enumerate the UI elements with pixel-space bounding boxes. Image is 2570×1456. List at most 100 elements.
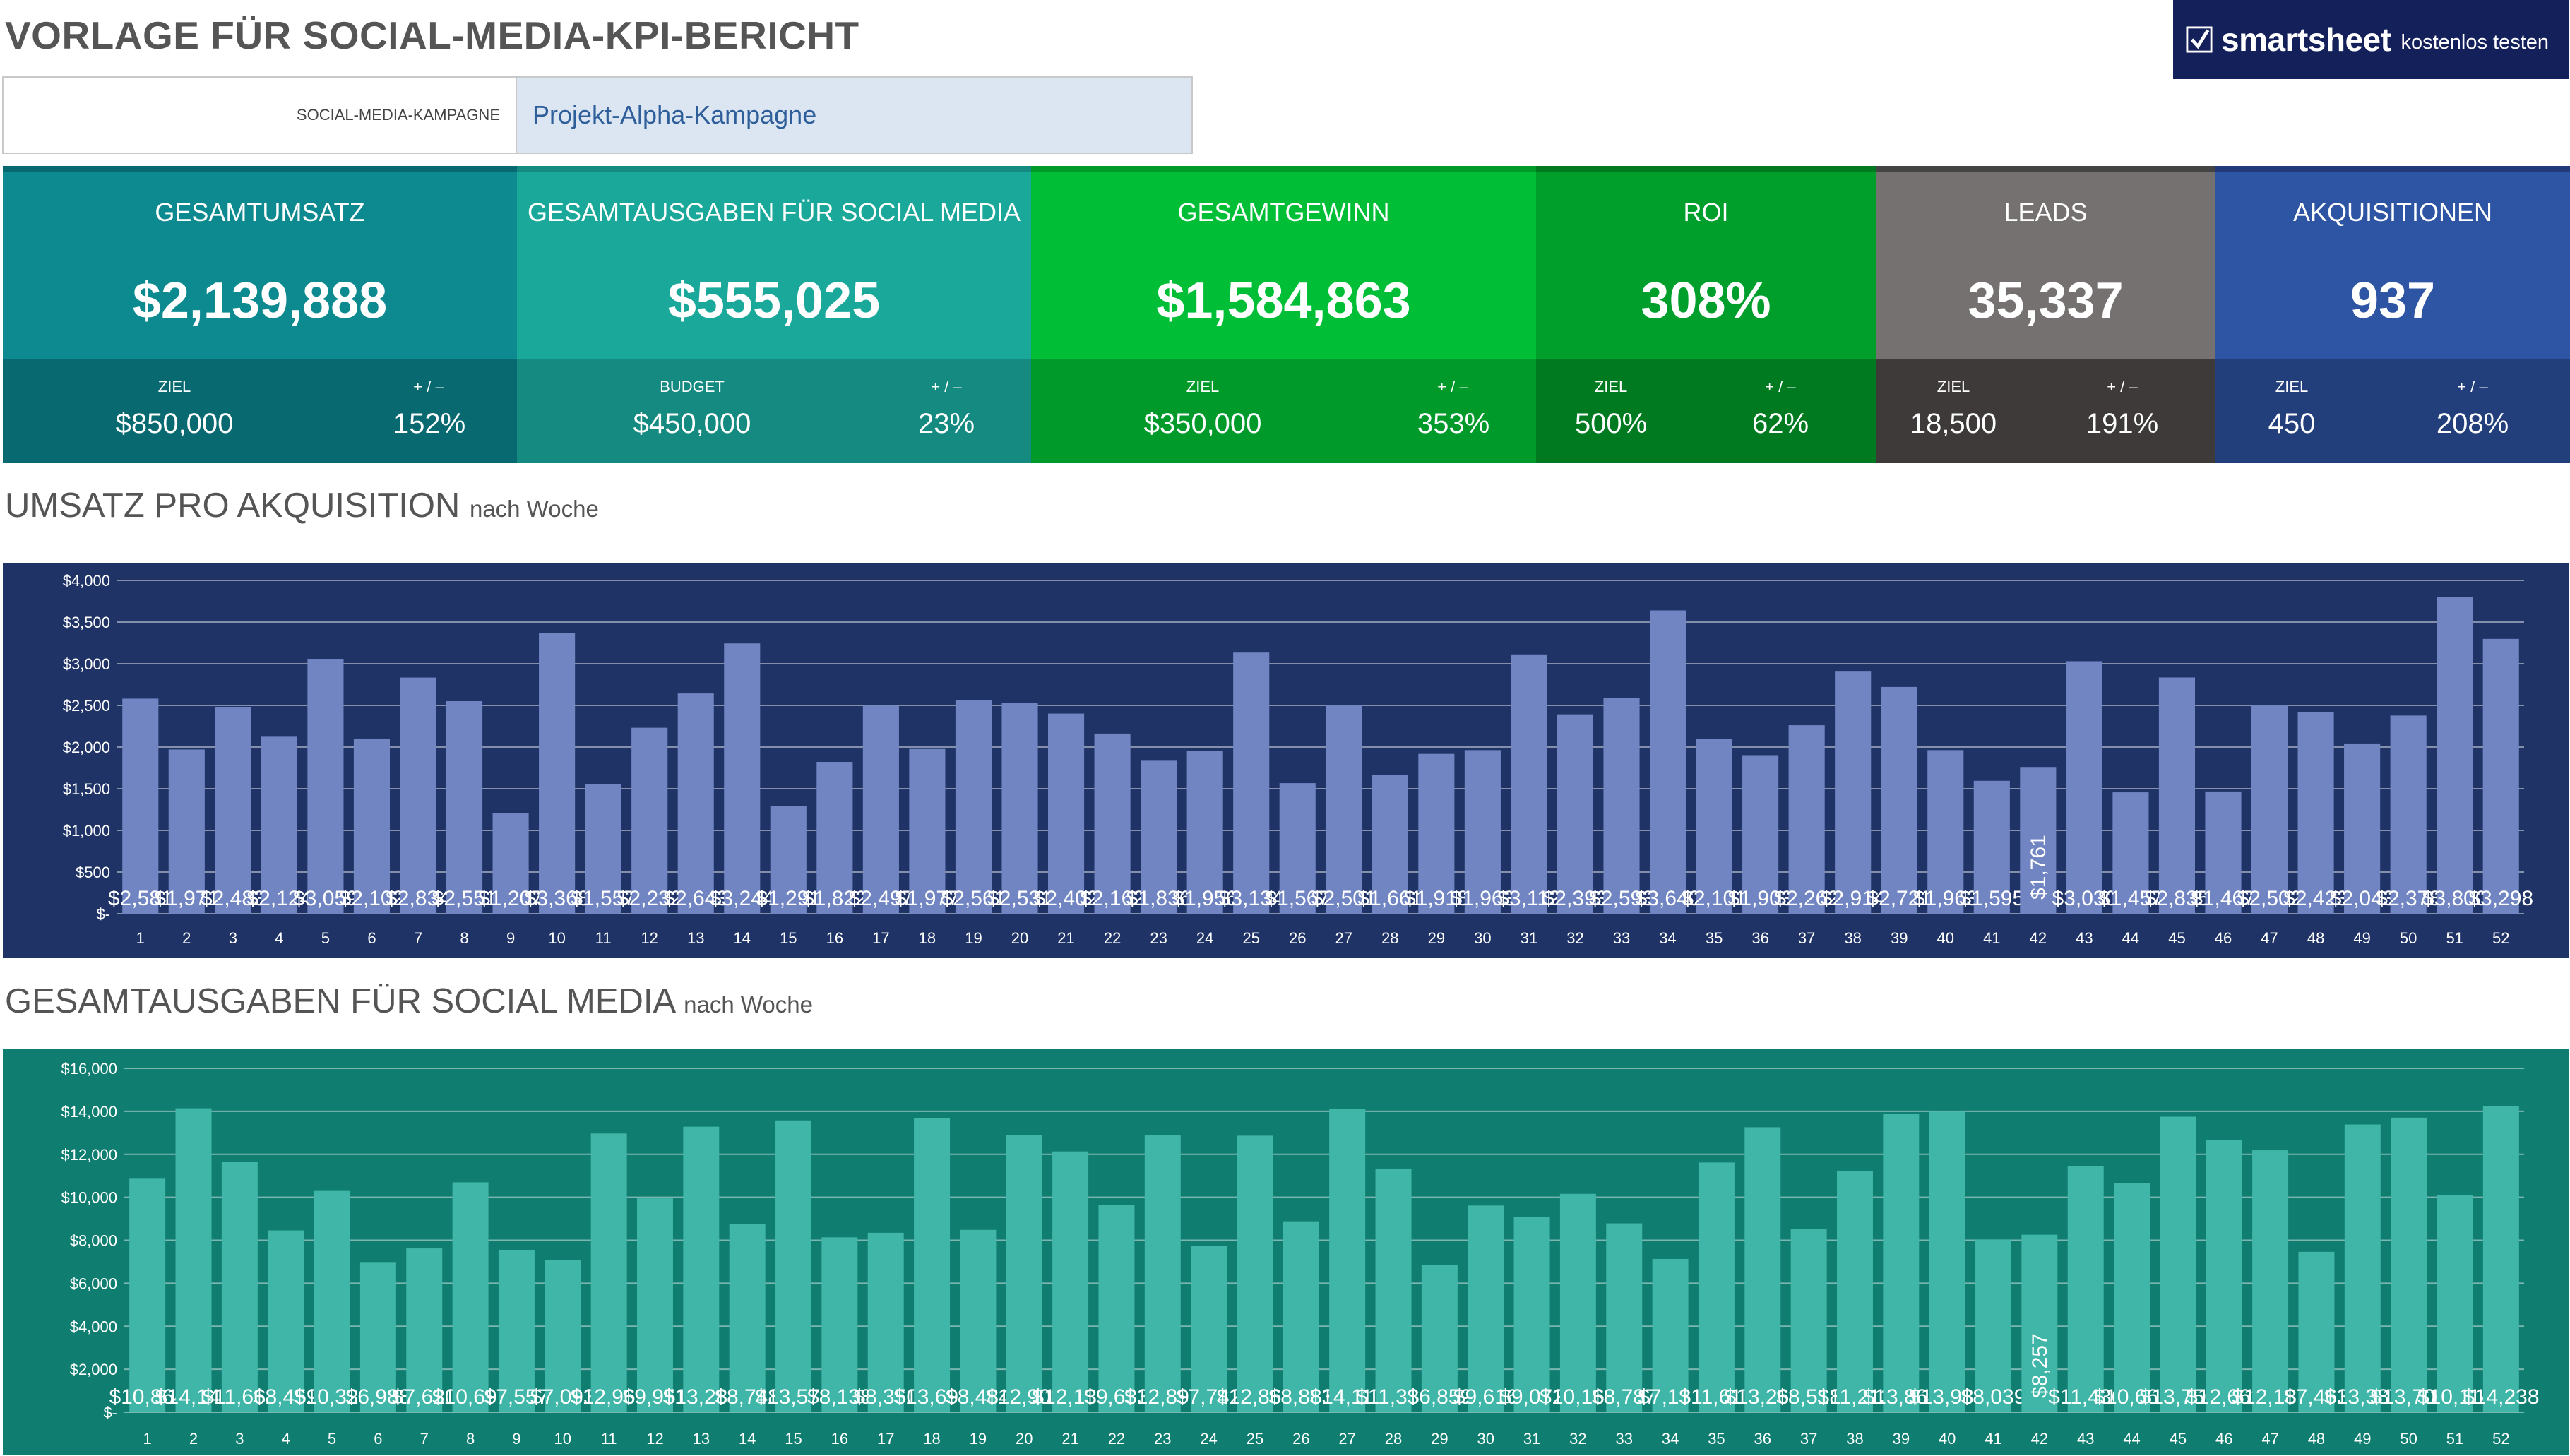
y-tick-label: $2,500 [63,697,110,715]
bar [2205,791,2242,914]
data-label: $6,988 [346,1385,411,1409]
kpi-target-label: ZIEL [157,378,191,395]
data-label: $14,141 [155,1385,232,1409]
kpi-target-label: ZIEL [1594,378,1628,395]
bar [724,643,761,914]
data-label: $12,866 [1217,1385,1293,1409]
bar [2252,1150,2289,1412]
data-label: $1,971 [154,887,219,910]
x-tick-label: 46 [2215,929,2232,947]
bar [914,1118,951,1412]
data-label: $13,750 [2140,1385,2216,1409]
data-label: $2,561 [941,887,1006,910]
data-label: $12,897 [1124,1385,1201,1409]
data-label: $3,368 [525,887,590,910]
y-tick-label: $1,000 [63,822,110,840]
logo-cta: kostenlos testen [2401,30,2550,54]
x-tick-label: 14 [739,1430,756,1448]
y-tick-label: $4,000 [70,1318,117,1335]
x-tick-label: 47 [2261,929,2278,947]
bar [1464,750,1501,914]
x-tick-label: 12 [641,929,658,947]
smartsheet-logo-button[interactable]: smartsheet kostenlos testen [2173,0,2569,79]
bar [2482,638,2519,914]
bar [867,1232,904,1412]
x-tick-label: 51 [2446,929,2463,947]
bar [816,762,853,914]
bar [1744,1127,1781,1412]
kpi-top: GESAMTAUSGABEN FÜR SOCIAL MEDIA $555,025 [517,166,1031,359]
bar [770,806,807,914]
bar [1927,750,1964,914]
data-label: $14,238 [2463,1385,2539,1409]
kpi-target-label: ZIEL [1937,378,1970,395]
data-label: $2,914 [1821,887,1886,910]
bar [2391,1117,2427,1412]
bar [1698,1162,1735,1412]
x-tick-label: 44 [2123,1430,2140,1448]
y-tick-label: $3,500 [63,614,110,631]
kpi-delta-label: + / – [931,378,962,395]
bar [452,1182,489,1412]
x-tick-label: 44 [2122,929,2139,947]
kpi-bottom: ZIEL 450 + / – 208% [2215,359,2570,463]
kpi-top: AKQUISITIONEN 937 [2215,166,2570,359]
data-label: $1,963 [1451,887,1516,910]
kpi-bottom: ZIEL 500% + / – 62% [1536,359,1876,463]
data-label: $2,551 [432,887,497,910]
bar [359,1262,396,1412]
x-tick-label: 9 [512,1430,520,1448]
x-tick-label: 11 [595,929,612,947]
data-label: $9,633 [1084,1385,1149,1409]
page-title: VORLAGE FÜR SOCIAL-MEDIA-KPI-BERICHT [5,13,859,57]
data-label: $11,436 [2048,1385,2123,1409]
bar [1603,698,1640,914]
data-label: $2,501 [1311,887,1376,910]
smartsheet-check-icon [2186,26,2213,53]
y-tick-label: $14,000 [61,1103,117,1121]
bar [221,1162,258,1412]
bar [2160,1116,2196,1412]
x-tick-label: 5 [321,929,330,947]
x-tick-label: 52 [2492,1430,2509,1448]
x-tick-label: 41 [1983,929,2000,947]
data-label: $10,329 [294,1385,370,1409]
data-label: $7,131 [1638,1385,1703,1409]
x-tick-label: 40 [1937,929,1954,947]
bar [1557,714,1594,914]
x-tick-label: 6 [367,929,376,947]
data-label: $8,459 [254,1385,319,1409]
x-tick-label: 26 [1289,929,1306,947]
bar [2251,705,2288,914]
data-label: $9,951 [623,1385,688,1409]
bar [955,700,992,914]
bar [122,698,159,914]
bar [1652,1258,1689,1412]
x-tick-label: 14 [734,929,751,947]
x-tick-label: 49 [2354,1430,2371,1448]
data-label: $7,742 [1177,1385,1242,1409]
data-label: $8,138 [807,1385,872,1409]
revenue-section-title: UMSATZ PRO AKQUISITION nach Woche [5,486,599,525]
kpi-bottom: ZIEL $850,000 + / – 152% [3,359,517,463]
data-label: $8,350 [853,1385,918,1409]
data-label: $1,457 [2098,887,2163,910]
spend-section-title: GESAMTAUSGABEN FÜR SOCIAL MEDIA nach Woc… [5,981,813,1021]
bar [1283,1221,1319,1412]
data-label: $3,244 [710,887,775,910]
x-tick-label: 32 [1566,929,1583,947]
kpi-name: AKQUISITIONEN [2292,198,2493,227]
bar [1329,1109,1366,1412]
data-label: $2,497 [849,887,914,910]
bar [168,749,205,914]
kpi-target-label: ZIEL [2275,378,2309,395]
y-tick-label: $16,000 [61,1060,117,1078]
data-label: $2,124 [247,887,312,910]
kpi-bottom: ZIEL 18,500 + / – 191% [1876,359,2215,463]
kpi-row: GESAMTUMSATZ $2,139,888 ZIEL $850,000 + … [3,166,2570,463]
y-tick-label: $- [96,905,110,923]
x-tick-label: 9 [506,929,515,947]
x-tick-label: 47 [2261,1430,2278,1448]
kpi-delta-label: + / – [2107,378,2138,395]
campaign-input[interactable]: Projekt-Alpha-Kampagne [517,78,1191,153]
